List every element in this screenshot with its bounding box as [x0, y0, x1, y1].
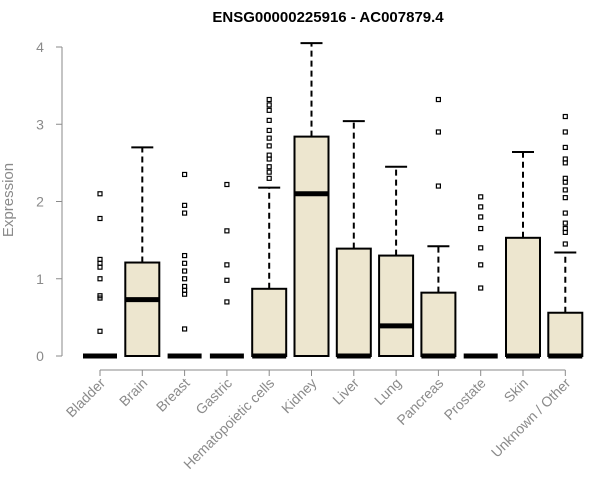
box-bladder: [83, 191, 117, 359]
outlier-point: [478, 262, 484, 268]
outlier-point: [182, 283, 188, 290]
outlier-point: [182, 260, 188, 266]
box-body: [293, 135, 330, 357]
outlier-point: [224, 277, 230, 283]
outlier-point: [478, 204, 484, 210]
outlier-point: [266, 135, 272, 141]
x-tick-label: Bladder: [63, 375, 109, 421]
outlier-point: [562, 241, 568, 247]
outlier-point: [266, 127, 272, 134]
outlier-point: [224, 262, 230, 268]
outlier-point: [562, 113, 568, 120]
outlier-point: [562, 144, 568, 151]
outlier-point: [97, 256, 103, 263]
box-pancreas: [420, 96, 457, 359]
outlier-point: [266, 175, 272, 181]
outlier-point: [182, 171, 188, 178]
outlier-point: [562, 156, 568, 162]
x-tick-label: Prostate: [441, 375, 489, 423]
box-unknown-other: [547, 113, 584, 359]
outlier-point: [182, 268, 188, 274]
box-body: [335, 247, 372, 357]
x-tick-label: Liver: [329, 375, 362, 408]
x-tick-label: Brain: [116, 375, 150, 409]
outlier-point: [266, 117, 272, 123]
outlier-point: [562, 175, 568, 181]
outlier-point: [435, 129, 441, 135]
outlier-point: [562, 129, 568, 135]
box-lung: [378, 165, 415, 357]
box-series: [83, 42, 584, 359]
y-tick-label: 3: [36, 116, 44, 132]
box-kidney: [293, 42, 330, 357]
box-body: [547, 311, 584, 357]
outlier-point: [478, 285, 484, 291]
box-body: [251, 287, 288, 358]
x-tick-label: Unknown / Other: [488, 375, 574, 461]
x-tick-label: Breast: [153, 375, 193, 415]
x-tick-label: Kidney: [278, 375, 320, 417]
chart-title: ENSG00000225916 - AC007879.4: [212, 9, 444, 26]
box-liver: [335, 120, 372, 359]
outlier-point: [266, 107, 272, 113]
box-body: [124, 261, 161, 357]
y-tick-label: 4: [36, 39, 44, 55]
y-tick-label: 0: [36, 348, 44, 364]
outlier-point: [182, 276, 188, 282]
box-brain: [124, 146, 161, 357]
outlier-point: [435, 96, 441, 103]
outlier-point: [224, 299, 230, 305]
y-axis: 0 1 2 3 4: [36, 39, 63, 364]
outlier-point: [266, 152, 272, 158]
outlier-point: [478, 194, 484, 200]
outlier-point: [562, 220, 568, 226]
box-body: [378, 254, 415, 357]
outlier-point: [182, 210, 188, 216]
x-tick-label: Skin: [501, 375, 532, 406]
outlier-point: [97, 191, 103, 197]
y-axis-label: Expression: [0, 163, 17, 237]
outlier-point: [266, 96, 272, 103]
outlier-point: [97, 293, 103, 299]
outlier-point: [266, 102, 272, 108]
outlier-point: [562, 187, 568, 193]
box-body: [505, 236, 541, 357]
outlier-point: [266, 143, 272, 149]
outlier-point: [224, 181, 230, 188]
outlier-point: [182, 326, 188, 332]
x-tick-label: Pancreas: [393, 375, 446, 428]
outlier-point: [478, 225, 484, 232]
outlier-point: [478, 245, 484, 251]
outlier-point: [266, 164, 272, 170]
outlier-point: [224, 228, 230, 234]
outlier-point: [182, 202, 188, 208]
outlier-point: [266, 169, 272, 175]
outlier-point: [97, 276, 103, 282]
box-skin: [505, 151, 541, 359]
box-prostate: [463, 194, 498, 359]
outlier-point: [435, 183, 441, 189]
outlier-point: [562, 195, 568, 201]
outlier-point: [97, 328, 103, 334]
box-hematopoietic-cells: [251, 96, 288, 359]
outlier-point: [97, 215, 103, 222]
box-breast: [167, 171, 202, 359]
y-tick-label: 2: [36, 194, 44, 210]
x-tick-label: Lung: [371, 375, 404, 408]
outlier-point: [478, 214, 484, 220]
outlier-point: [562, 210, 568, 216]
outlier-point: [182, 252, 188, 259]
box-body: [420, 291, 457, 357]
outlier-point: [562, 225, 568, 232]
box-gastric: [209, 181, 244, 359]
y-tick-label: 1: [36, 271, 44, 287]
